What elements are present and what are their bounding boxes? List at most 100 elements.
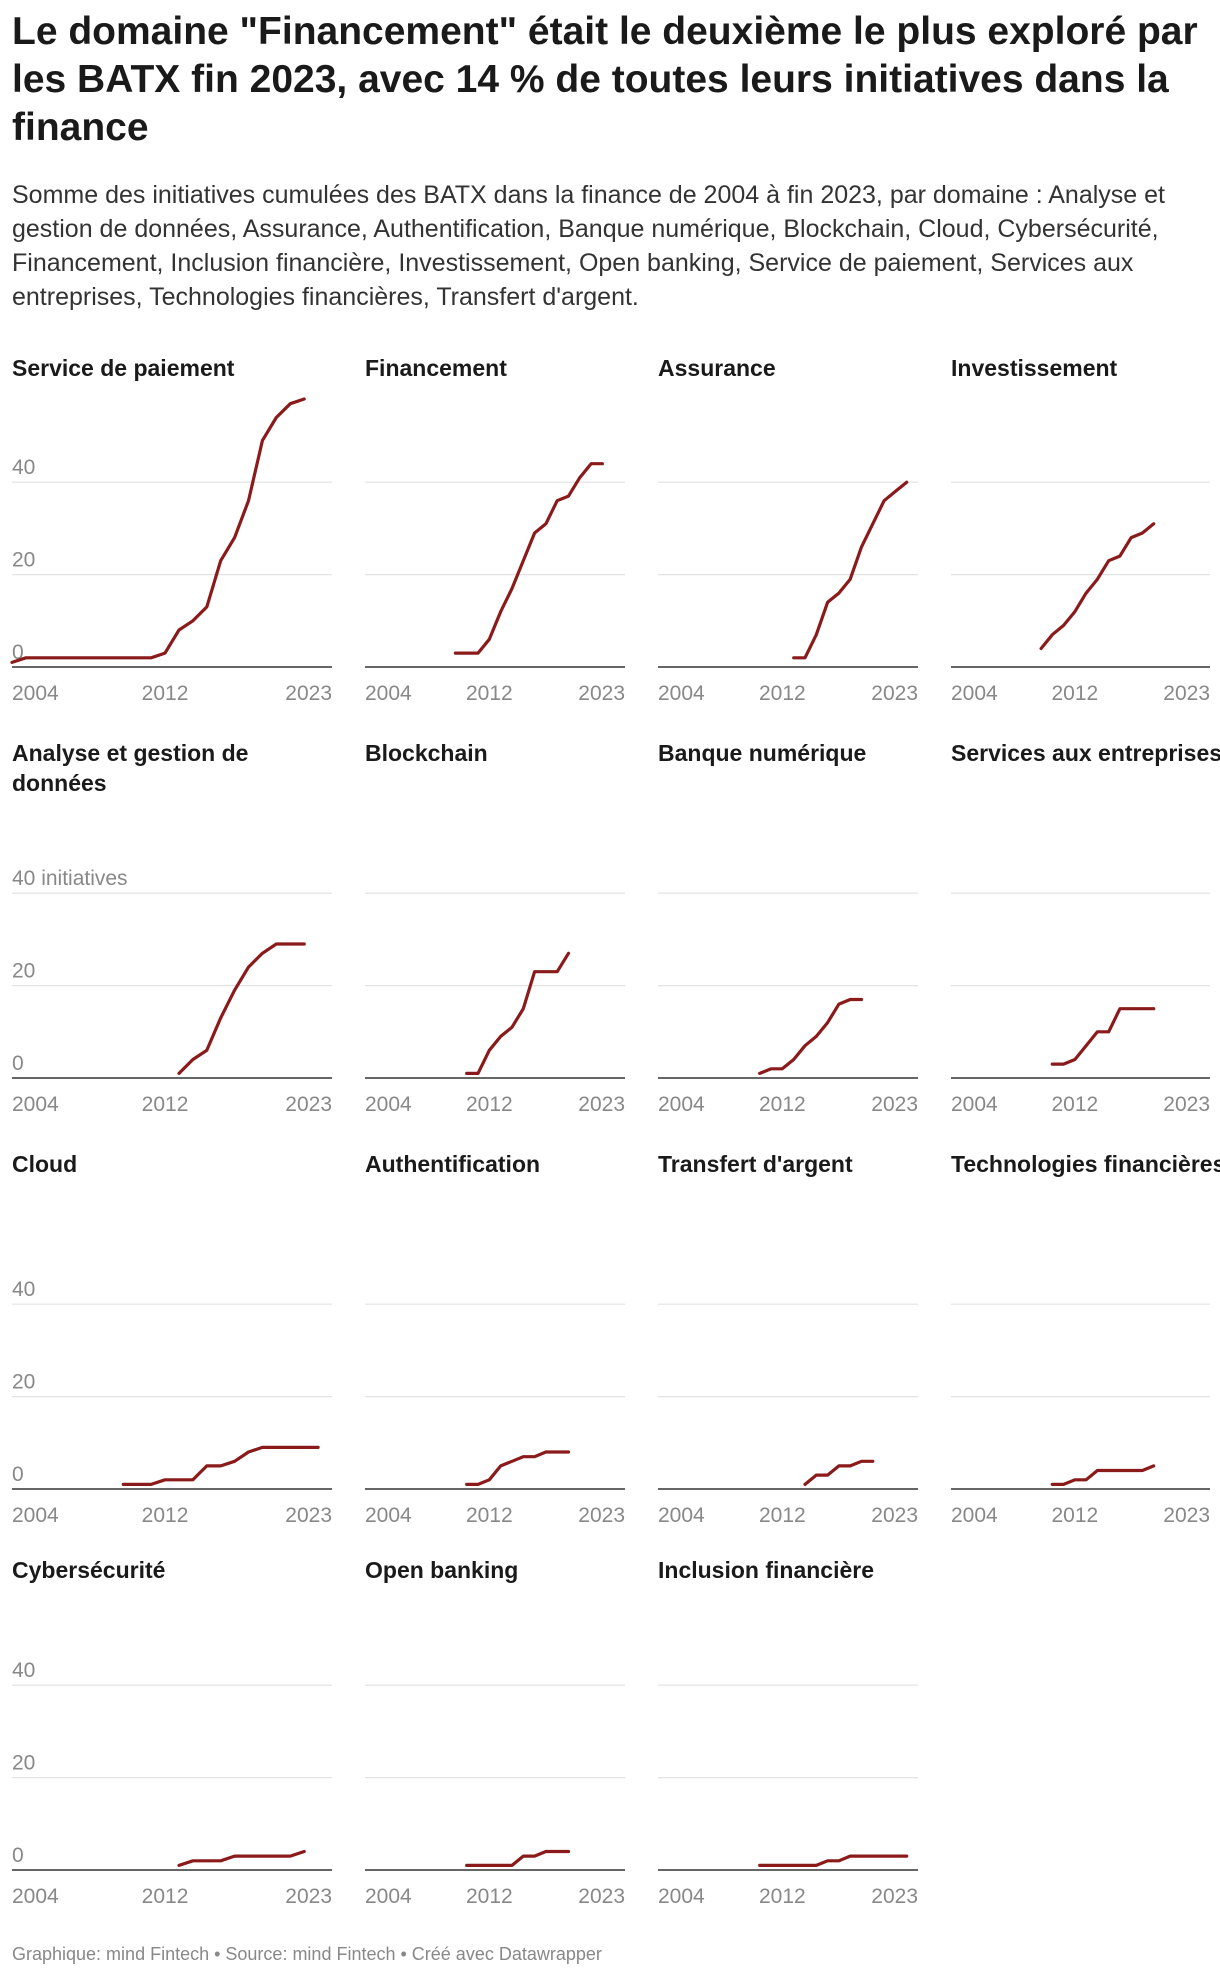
panel-13: Open banking 2004 2012 2023: [365, 1557, 625, 1908]
x-tick-label: 2023: [871, 1093, 918, 1116]
series-line: [177, 1849, 306, 1867]
x-tick-label: 2023: [578, 1885, 625, 1908]
x-tick-label: 2004: [12, 1504, 59, 1527]
panel-8: Cloud 0 20 40 2004 2012 2023: [12, 1151, 332, 1527]
chart-subtitle: Somme des initiatives cumulées des BATX …: [12, 181, 1165, 311]
y-tick-label: 40: [12, 456, 35, 479]
series-line: [465, 951, 571, 1075]
y-tick-label: 0: [12, 1052, 24, 1075]
x-tick-label: 2012: [142, 1885, 189, 1908]
chart-title: Le domaine "Financement" était le deuxiè…: [12, 10, 1198, 149]
x-tick-label: 2023: [1163, 1093, 1210, 1116]
panel-7: Services aux entreprises 2004 2012 2023: [951, 740, 1220, 1116]
x-tick-label: 2012: [759, 682, 806, 705]
series-line: [1039, 522, 1156, 651]
series-line: [177, 942, 306, 1075]
x-tick-label: 2012: [759, 1504, 806, 1527]
x-tick-label: 2023: [578, 1504, 625, 1527]
panel-title: Blockchain: [365, 740, 488, 766]
x-tick-label: 2004: [365, 1504, 412, 1527]
x-tick-label: 2004: [951, 682, 998, 705]
panel-title: Investissement: [951, 355, 1118, 381]
x-tick-label: 2012: [1052, 1504, 1099, 1527]
x-tick-label: 2023: [285, 682, 332, 705]
x-tick-label: 2012: [759, 1885, 806, 1908]
panel-2: Assurance 2004 2012 2023: [658, 355, 918, 705]
y-tick-label: 40: [12, 1278, 35, 1301]
x-tick-label: 2004: [365, 1093, 412, 1116]
panel-10: Transfert d'argent 2004 2012 2023: [658, 1151, 918, 1527]
x-tick-label: 2004: [658, 682, 705, 705]
y-tick-label: 20: [12, 960, 35, 983]
y-tick-label: 40 initiatives: [12, 867, 128, 890]
x-tick-label: 2004: [658, 1504, 705, 1527]
x-tick-label: 2012: [1052, 1093, 1099, 1116]
series-line: [465, 1450, 571, 1486]
y-tick-label: 20: [12, 1752, 35, 1775]
panel-title: Cloud: [12, 1151, 77, 1177]
x-tick-label: 2004: [365, 682, 412, 705]
panel-9: Authentification 2004 2012 2023: [365, 1151, 625, 1527]
series-line: [465, 1849, 571, 1867]
x-tick-label: 2012: [466, 1093, 513, 1116]
x-tick-label: 2012: [466, 1885, 513, 1908]
panel-title: Analyse et gestion de données: [12, 740, 248, 796]
panel-title: Transfert d'argent: [658, 1151, 853, 1177]
x-tick-label: 2023: [285, 1093, 332, 1116]
panel-6: Banque numérique 2004 2012 2023: [658, 740, 918, 1116]
panel-title: Service de paiement: [12, 355, 235, 381]
x-tick-label: 2023: [285, 1504, 332, 1527]
x-tick-label: 2012: [142, 1093, 189, 1116]
y-tick-label: 0: [12, 1463, 24, 1486]
x-tick-label: 2023: [578, 1093, 625, 1116]
series-line: [1050, 1007, 1156, 1066]
series-line: [758, 1854, 909, 1867]
panel-3: Investissement 2004 2012 2023: [951, 355, 1210, 705]
x-tick-label: 2023: [1163, 1504, 1210, 1527]
panel-4: Analyse et gestion de données 0 20 40 initia…: [12, 740, 332, 1116]
series-line: [453, 462, 604, 655]
panel-title: Assurance: [658, 355, 776, 381]
x-tick-label: 2023: [871, 1885, 918, 1908]
x-tick-label: 2023: [1163, 682, 1210, 705]
panel-title: Financement: [365, 355, 507, 381]
series-line: [10, 397, 306, 664]
panel-title: Authentification: [365, 1151, 540, 1177]
y-tick-label: 40: [12, 1659, 35, 1682]
x-tick-label: 2012: [759, 1093, 806, 1116]
panel-title: Inclusion financière: [658, 1557, 874, 1583]
series-line: [1050, 1464, 1156, 1486]
panel-title: Banque numérique: [658, 740, 866, 766]
x-tick-label: 2004: [658, 1885, 705, 1908]
panel-title: Cybersécurité: [12, 1557, 165, 1583]
x-tick-label: 2004: [12, 682, 59, 705]
panel-14: Inclusion financière 2004 2012 2023: [658, 1557, 918, 1908]
y-tick-label: 20: [12, 549, 35, 572]
panel-1: Financement 2004 2012 2023: [365, 355, 625, 705]
series-line: [792, 480, 909, 660]
y-tick-label: 20: [12, 1371, 35, 1394]
panel-title: Services aux entreprises: [951, 740, 1220, 766]
panel-title: Technologies financières: [951, 1151, 1220, 1177]
x-tick-label: 2023: [578, 682, 625, 705]
panel-5: Blockchain 2004 2012 2023: [365, 740, 625, 1116]
x-tick-label: 2004: [658, 1093, 705, 1116]
x-tick-label: 2023: [871, 682, 918, 705]
panel-11: Technologies financières 2004 2012 2023: [951, 1151, 1220, 1527]
panel-title: Open banking: [365, 1557, 518, 1583]
series-line: [758, 997, 864, 1075]
x-tick-label: 2012: [142, 1504, 189, 1527]
x-tick-label: 2023: [285, 1885, 332, 1908]
series-line: [803, 1459, 875, 1486]
x-tick-label: 2004: [12, 1885, 59, 1908]
panel-12: Cybersécurité 0 20 40 2004 2012 2023: [12, 1557, 332, 1908]
x-tick-label: 2004: [951, 1504, 998, 1527]
chart-footer: Graphique: mind Fintech • Source: mind F…: [12, 1944, 602, 1964]
x-tick-label: 2012: [142, 682, 189, 705]
x-tick-label: 2012: [466, 682, 513, 705]
x-tick-label: 2004: [12, 1093, 59, 1116]
x-tick-label: 2012: [466, 1504, 513, 1527]
panel-0: Service de paiement 0 20 40 2004 2012 2023: [10, 355, 332, 705]
x-tick-label: 2012: [1052, 682, 1099, 705]
